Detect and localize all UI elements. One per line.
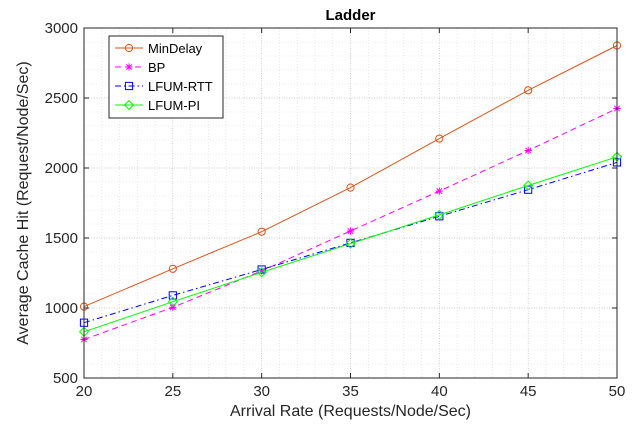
legend-label-lfum-pi: LFUM-PI — [148, 98, 200, 113]
data-point-lfum-rtt — [257, 265, 266, 274]
x-tick-label: 35 — [342, 383, 359, 400]
y-tick-label: 2000 — [45, 160, 78, 177]
series-mindelay — [79, 41, 622, 311]
y-tick-label: 3000 — [45, 20, 78, 37]
legend-entry-lfum-rtt: LFUM-RTT — [115, 79, 213, 94]
legend-marker-lfum-pi — [123, 99, 135, 111]
legend-label-mindelay: MinDelay — [148, 41, 203, 56]
data-point-mindelay — [257, 227, 266, 236]
x-tick-label: 30 — [253, 383, 270, 400]
x-tick-label: 20 — [76, 383, 93, 400]
star-stroke — [525, 147, 532, 154]
legend: MinDelay BP LFUM-RTT LFUM-PI — [108, 35, 224, 119]
x-axis-label: Arrival Rate (Requests/Node/Sec) — [230, 403, 471, 420]
chart-title: Ladder — [325, 7, 375, 24]
series-line-lfum-pi — [83, 156, 618, 333]
data-point-lfum-pi — [345, 238, 356, 249]
data-point-bp — [435, 187, 443, 195]
y-tick-label: 2500 — [45, 90, 78, 107]
axis-ticks: 20 25 30 35 40 45 50 500 1000 1500 2000 2500 3000 — [45, 20, 626, 400]
data-point-bp — [524, 146, 532, 155]
y-axis-label: Average Cache Hit (Request/Node/Sec) — [15, 61, 32, 344]
legend-marker-mindelay — [124, 43, 134, 53]
legend-marker-lfum-rtt — [124, 81, 134, 91]
y-tick-label: 1000 — [45, 300, 78, 317]
data-point-lfum-rtt — [524, 185, 533, 194]
x-tick-label: 45 — [520, 383, 537, 400]
data-point-lfum-pi — [523, 180, 534, 191]
legend-box — [108, 35, 224, 119]
legend-entry-lfum-pi: LFUM-PI — [115, 98, 200, 113]
x-tick-label: 40 — [431, 383, 448, 400]
data-point-mindelay — [435, 134, 444, 143]
y-tick-label: 1500 — [45, 230, 78, 247]
data-point-bp — [169, 303, 177, 311]
x-tick-label: 50 — [609, 383, 626, 400]
x-tick-label: 25 — [164, 383, 181, 400]
data-point-lfum-pi — [256, 267, 267, 278]
star-stroke — [169, 304, 176, 311]
data-point-mindelay — [168, 264, 177, 273]
data-point-mindelay — [346, 183, 355, 192]
data-point-lfum-rtt — [168, 291, 177, 300]
y-tick-label: 500 — [53, 370, 78, 387]
legend-entry-bp: BP — [115, 60, 165, 75]
legend-marker-bp — [125, 63, 133, 71]
star-stroke — [436, 188, 443, 195]
legend-entry-mindelay: MinDelay — [115, 41, 203, 56]
data-point-bp — [346, 227, 355, 235]
star-stroke — [347, 227, 354, 235]
data-point-lfum-pi — [434, 209, 445, 221]
legend-label-lfum-rtt: LFUM-RTT — [148, 79, 213, 94]
star-stroke — [125, 63, 133, 71]
legend-label-bp: BP — [148, 60, 165, 75]
data-point-lfum-pi — [167, 296, 178, 307]
data-point-mindelay — [524, 86, 533, 95]
series-line-mindelay — [83, 45, 618, 308]
